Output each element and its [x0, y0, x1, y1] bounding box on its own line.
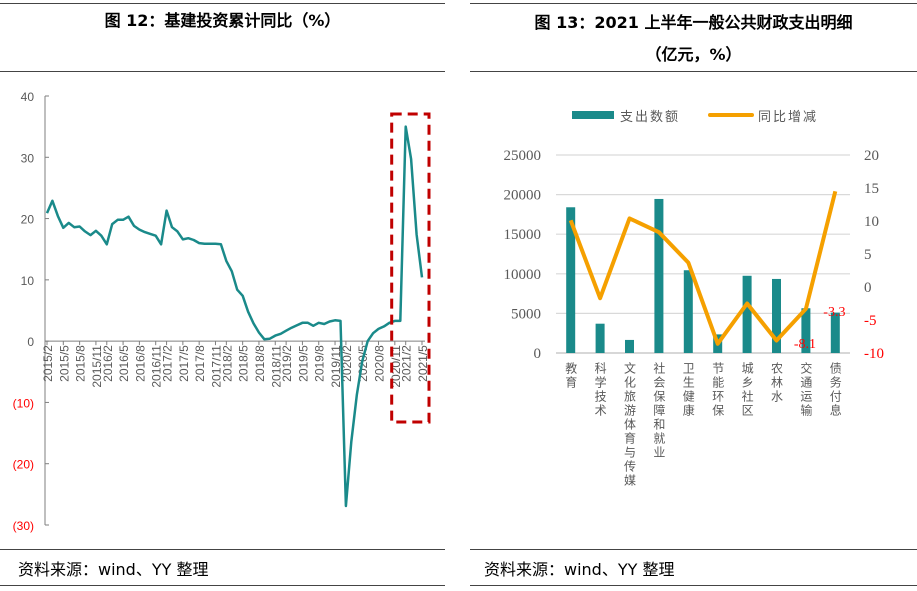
right-chart-title-line2: （亿元，%）	[645, 45, 742, 64]
x-tick-label: 2017/5	[177, 345, 191, 382]
left-panel: 图 12：基建投资累计同比（%） 资料来源：wind、YY 整理	[0, 0, 445, 591]
left-y-tick-label: 0	[534, 346, 542, 362]
y-tick-label: 30	[21, 151, 35, 165]
bar-交通运输	[801, 308, 811, 353]
x-tick-label: 2015/5	[57, 345, 71, 382]
left-chart-title: 图 12：基建投资累计同比（%）	[104, 11, 341, 30]
right-y-tick-label: 5	[864, 247, 872, 263]
left-y-tick-label: 25000	[504, 148, 542, 164]
y-tick-label: (10)	[13, 396, 34, 410]
legend-line-label: 同比增减	[758, 110, 818, 125]
right-y-tick-label: 0	[864, 280, 872, 296]
bar-债务付息	[830, 312, 840, 353]
top-rule-left	[0, 3, 445, 4]
category-label: 交通运输	[799, 361, 813, 418]
x-tick-label: 2021/5	[416, 345, 430, 382]
category-label: 节能环保	[711, 362, 725, 418]
right-source: 资料来源：wind、YY 整理	[484, 560, 675, 579]
bar-文化旅游体育与传媒	[625, 339, 634, 353]
right-y-tick-label: 10	[864, 214, 879, 230]
y-tick-label: (20)	[13, 458, 34, 472]
right-y-tick-label: -10	[864, 346, 884, 362]
x-tick-label: 2016/11	[150, 345, 164, 388]
x-tick-label: 2015/2	[41, 345, 55, 382]
x-tick-label: 2018/11	[269, 345, 283, 388]
left-source: 资料来源：wind、YY 整理	[18, 560, 209, 579]
right-y-tick-label: 15	[864, 181, 879, 197]
source-rule-left	[0, 549, 445, 550]
x-tick-label: 2015/8	[74, 345, 88, 382]
source-rule-right	[470, 549, 917, 550]
highlight-box	[390, 112, 431, 424]
category-label: 债务付息	[828, 362, 842, 418]
right-y-tick-label: 20	[864, 148, 879, 164]
bottom-rule-right	[470, 585, 917, 586]
right-chart-title-line1: 图 13：2021 上半年一般公共财政支出明细	[534, 13, 853, 32]
x-tick-label: 2017/8	[193, 345, 207, 382]
x-tick-label: 2016/2	[101, 345, 115, 382]
x-tick-label: 2018/2	[220, 345, 234, 382]
y-tick-label: (30)	[13, 519, 34, 533]
category-label: 科学技术	[593, 362, 607, 418]
infrastructure-yoy-line	[45, 125, 424, 508]
x-tick-label: 2019/2	[280, 345, 294, 382]
category-label: 农林水	[770, 362, 784, 404]
x-tick-label: 2019/5	[296, 345, 310, 382]
left-y-tick-label: 20000	[504, 188, 542, 204]
x-tick-label: 2016/8	[133, 345, 147, 382]
bar-农林水	[772, 278, 781, 353]
x-tick-label: 2020/2	[340, 345, 354, 382]
x-tick-label: 2019/8	[313, 345, 327, 382]
y-tick-label: 20	[21, 213, 35, 227]
x-tick-label: 2015/11	[90, 345, 104, 388]
x-tick-label: 2017/2	[161, 345, 175, 382]
left-y-tick-label: 5000	[511, 306, 541, 322]
top-rule-right	[470, 3, 917, 4]
title-rule-right	[470, 71, 917, 72]
bottom-rule-left	[0, 585, 445, 586]
x-tick-label: 2021/2	[400, 345, 414, 382]
bar-教育	[566, 207, 576, 353]
x-tick-label: 2019/11	[329, 345, 343, 388]
x-tick-label: 2020/8	[373, 345, 387, 382]
legend-bar-swatch	[572, 111, 614, 119]
x-tick-label: 2018/5	[237, 345, 251, 382]
category-label: 文化旅游体育与传媒	[623, 361, 637, 488]
left-y-tick-label: 10000	[504, 267, 542, 283]
y-tick-label: 40	[21, 90, 35, 104]
category-label: 卫生健康	[681, 362, 695, 418]
right-panel: 图 13：2021 上半年一般公共财政支出明细 （亿元，%） 资料来源：wind…	[470, 0, 917, 591]
bar-科学技术	[595, 323, 605, 353]
legend-bar-label: 支出数额	[620, 110, 680, 125]
y-tick-label: 10	[21, 274, 35, 288]
category-label: 教育	[564, 361, 578, 390]
bar-社会保障和就业	[654, 198, 664, 353]
category-label: 城乡社区	[740, 362, 754, 418]
x-tick-label: 2016/5	[117, 345, 131, 382]
bar-城乡社区	[742, 275, 752, 353]
yoy-change-line	[568, 190, 838, 346]
left-y-tick-label: 15000	[504, 227, 542, 243]
title-rule-left	[0, 71, 445, 72]
y-tick-label: 0	[27, 335, 34, 349]
data-label: -3.3	[823, 305, 845, 320]
x-tick-label: 2017/11	[209, 345, 223, 388]
bar-卫生健康	[683, 270, 693, 353]
data-label: -8.1	[794, 337, 816, 352]
category-label: 社会保障和就业	[652, 361, 666, 460]
x-tick-label: 2018/8	[253, 345, 267, 382]
right-y-tick-label: -5	[864, 313, 877, 329]
